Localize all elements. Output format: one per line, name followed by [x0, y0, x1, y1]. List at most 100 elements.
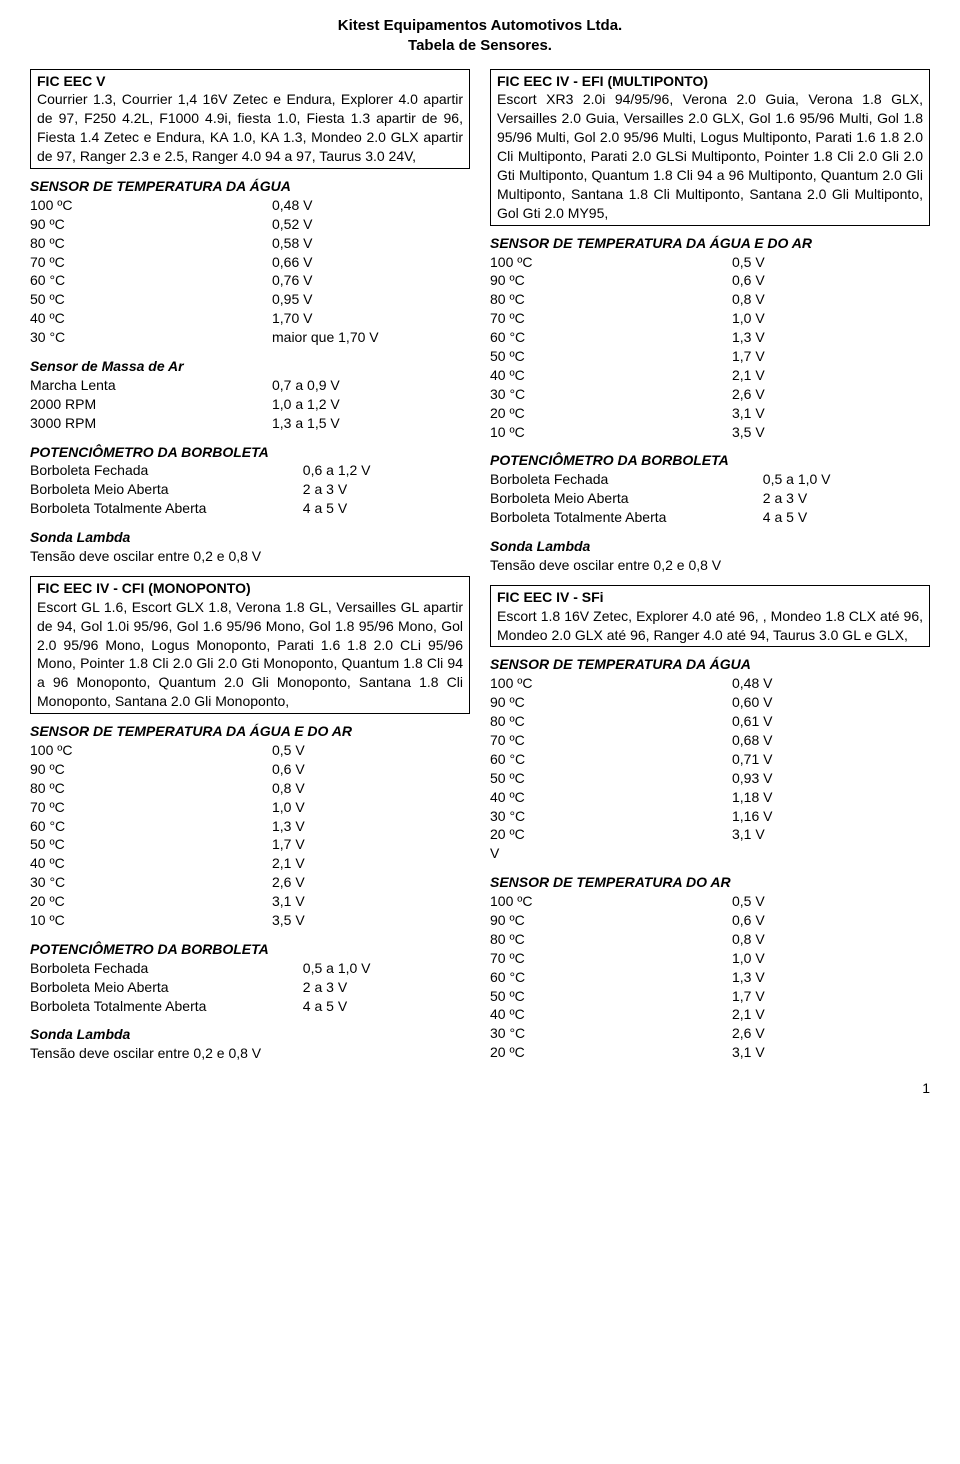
kv-key: 60 °C: [30, 271, 272, 290]
kv-row: 30 °Cmaior que 1,70 V: [30, 328, 470, 347]
kv-row: 60 °C0,71 V: [490, 750, 930, 769]
kv-key: V: [490, 844, 732, 863]
section-body: Tensão deve oscilar entre 0,2 e 0,8 V: [490, 556, 930, 575]
kv-row: 40 ºC2,1 V: [30, 854, 470, 873]
kv-value: 1,16 V: [732, 807, 930, 826]
kv-key: Marcha Lenta: [30, 376, 272, 395]
kv-row: 50 ºC0,93 V: [490, 769, 930, 788]
kv-row: 90 ºC0,6 V: [490, 271, 930, 290]
kv-row: 100 ºC0,48 V: [490, 674, 930, 693]
kv-row: 60 °C0,76 V: [30, 271, 470, 290]
title-line-2: Tabela de Sensores.: [30, 36, 930, 56]
kv-key: 40 ºC: [30, 854, 272, 873]
kv-row: Borboleta Fechada0,6 a 1,2 V: [30, 461, 470, 480]
kv-list: 100 ºC0,48 V90 ºC0,52 V80 ºC0,58 V70 ºC0…: [30, 196, 470, 347]
left-column: FIC EEC V Courrier 1.3, Courrier 1,4 16V…: [30, 69, 470, 1074]
kv-row: 30 °C1,16 V: [490, 807, 930, 826]
section-sonda-lambda-2: Sonda Lambda Tensão deve oscilar entre 0…: [30, 1025, 470, 1063]
kv-key: 100 ºC: [490, 674, 732, 693]
section-massa-ar: Sensor de Massa de Ar Marcha Lenta0,7 a …: [30, 357, 470, 433]
kv-key: 90 ºC: [30, 760, 272, 779]
kv-key: 60 °C: [30, 817, 272, 836]
kv-row: Borboleta Meio Aberta2 a 3 V: [30, 978, 470, 997]
kv-value: 2,6 V: [732, 1024, 930, 1043]
kv-key: Borboleta Fechada: [30, 461, 303, 480]
title-line-1: Kitest Equipamentos Automotivos Ltda.: [30, 16, 930, 36]
kv-row: 80 ºC0,58 V: [30, 234, 470, 253]
kv-row: 60 °C1,3 V: [30, 817, 470, 836]
kv-value: 0,6 V: [732, 911, 930, 930]
kv-key: 90 ºC: [490, 271, 732, 290]
kv-key: 90 ºC: [30, 215, 272, 234]
kv-value: 0,8 V: [272, 779, 470, 798]
kv-list: Borboleta Fechada0,6 a 1,2 VBorboleta Me…: [30, 461, 470, 518]
kv-key: 70 ºC: [30, 253, 272, 272]
kv-row: 90 ºC0,6 V: [30, 760, 470, 779]
kv-value: 2 a 3 V: [303, 978, 470, 997]
kv-list: 100 ºC0,48 V90 ºC0,60 V80 ºC0,61 V70 ºC0…: [490, 674, 930, 863]
kv-row: 90 ºC0,6 V: [490, 911, 930, 930]
kv-list: Borboleta Fechada0,5 a 1,0 VBorboleta Me…: [30, 959, 470, 1016]
kv-key: Borboleta Meio Aberta: [490, 489, 763, 508]
kv-value: 0,95 V: [272, 290, 470, 309]
kv-row: 70 ºC1,0 V: [490, 949, 930, 968]
kv-row: Borboleta Meio Aberta2 a 3 V: [490, 489, 930, 508]
kv-key: 50 ºC: [30, 290, 272, 309]
section-heading: SENSOR DE TEMPERATURA DO AR: [490, 873, 930, 892]
kv-key: Borboleta Fechada: [490, 470, 763, 489]
kv-value: 3,1 V: [732, 1043, 930, 1062]
kv-value: 1,0 a 1,2 V: [272, 395, 470, 414]
kv-value: 1,0 V: [272, 798, 470, 817]
section-heading: Sonda Lambda: [30, 528, 470, 547]
kv-row: 100 ºC0,5 V: [30, 741, 470, 760]
box-fic-eec-v: FIC EEC V Courrier 1.3, Courrier 1,4 16V…: [30, 69, 470, 169]
section-heading: POTENCIÔMETRO DA BORBOLETA: [30, 443, 470, 462]
kv-row: 80 ºC0,61 V: [490, 712, 930, 731]
kv-key: Borboleta Meio Aberta: [30, 978, 303, 997]
section-temp-agua-ar-right: SENSOR DE TEMPERATURA DA ÁGUA E DO AR 10…: [490, 234, 930, 442]
kv-key: 80 ºC: [30, 234, 272, 253]
kv-value: 1,7 V: [732, 987, 930, 1006]
kv-key: 50 ºC: [490, 987, 732, 1006]
kv-value: 2,1 V: [732, 366, 930, 385]
kv-row: 100 ºC0,5 V: [490, 253, 930, 272]
kv-value: 3,5 V: [732, 423, 930, 442]
kv-row: Borboleta Totalmente Aberta4 a 5 V: [490, 508, 930, 527]
section-heading: POTENCIÔMETRO DA BORBOLETA: [490, 451, 930, 470]
box-body: Escort GL 1.6, Escort GLX 1.8, Verona 1.…: [37, 599, 463, 709]
kv-value: 1,0 V: [732, 949, 930, 968]
kv-key: 100 ºC: [30, 196, 272, 215]
section-heading: POTENCIÔMETRO DA BORBOLETA: [30, 940, 470, 959]
kv-key: 100 ºC: [490, 253, 732, 272]
kv-row: 40 ºC2,1 V: [490, 1005, 930, 1024]
right-column: FIC EEC IV - EFI (MULTIPONTO) Escort XR3…: [490, 69, 930, 1074]
kv-row: 2000 RPM1,0 a 1,2 V: [30, 395, 470, 414]
kv-value: 0,5 V: [272, 741, 470, 760]
kv-key: 100 ºC: [490, 892, 732, 911]
kv-row: 30 °C2,6 V: [490, 1024, 930, 1043]
kv-value: 0,6 a 1,2 V: [303, 461, 470, 480]
box-title: FIC EEC IV - CFI (MONOPONTO): [37, 579, 463, 598]
kv-key: Borboleta Totalmente Aberta: [30, 997, 303, 1016]
kv-value: 1,7 V: [272, 835, 470, 854]
kv-key: Borboleta Meio Aberta: [30, 480, 303, 499]
kv-value: 0,5 a 1,0 V: [763, 470, 930, 489]
kv-key: 40 ºC: [490, 366, 732, 385]
kv-value: 0,60 V: [732, 693, 930, 712]
section-heading: Sensor de Massa de Ar: [30, 357, 470, 376]
kv-row: 30 °C2,6 V: [30, 873, 470, 892]
page-number: 1: [30, 1079, 930, 1098]
kv-row: V: [490, 844, 930, 863]
kv-value: 3,1 V: [272, 892, 470, 911]
kv-key: 30 °C: [30, 328, 272, 347]
box-fic-eec-iv-sfi: FIC EEC IV - SFi Escort 1.8 16V Zetec, E…: [490, 585, 930, 648]
kv-key: 30 °C: [490, 385, 732, 404]
kv-key: 20 ºC: [30, 892, 272, 911]
kv-value: 0,71 V: [732, 750, 930, 769]
kv-value: 0,6 V: [732, 271, 930, 290]
kv-key: 50 ºC: [490, 347, 732, 366]
kv-value: 1,3 V: [732, 328, 930, 347]
kv-key: 50 ºC: [490, 769, 732, 788]
kv-value: 0,66 V: [272, 253, 470, 272]
document-title: Kitest Equipamentos Automotivos Ltda. Ta…: [30, 16, 930, 57]
